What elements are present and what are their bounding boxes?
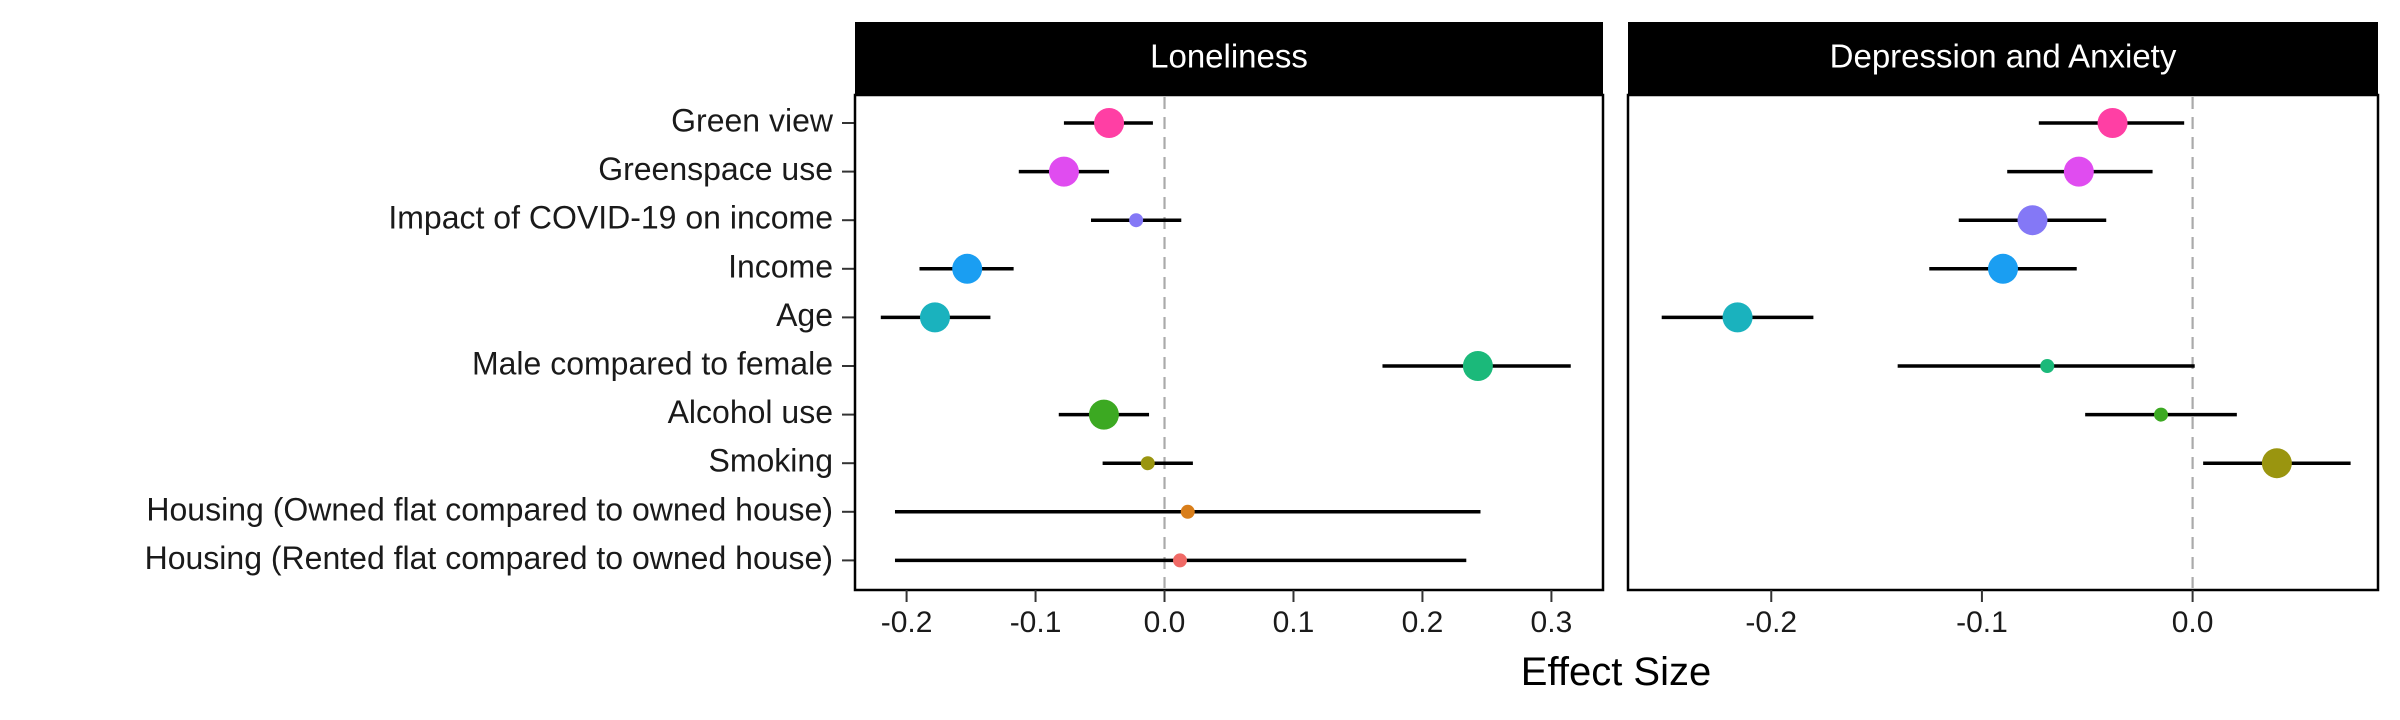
x-axis-label: Effect Size [1521,650,1711,694]
x-tick-label: 0.0 [1144,606,1186,639]
estimate-green-view [1063,108,1153,138]
panel-border [1626,93,2380,592]
panel-title: Depression and Anxiety [1830,38,2177,75]
panel-loneliness: Loneliness -0.2 -0.1 0.0 0.1 0.2 0.3 [853,22,1605,639]
x-tick-label: -0.1 [1010,606,1062,639]
point-estimate [2261,448,2292,479]
x-tick-label: 0.1 [1273,606,1315,639]
estimate-income [919,253,1014,284]
x-tick-label: -0.2 [881,606,933,639]
estimate-greenspace-use [1018,156,1110,187]
x-tick-label: -0.1 [1956,606,2008,639]
point-estimate [2017,205,2048,236]
y-tick-label-housing-owned-flat-compared-to-owned-house: Housing (Owned flat compared to owned ho… [146,491,833,527]
estimate-age [1661,302,1814,333]
point-estimate [1462,351,1493,381]
estimate-alcohol-use [1058,399,1150,430]
y-tick-label-housing-rented-flat-compared-to-owned-house: Housing (Rented flat compared to owned h… [145,540,833,576]
point-estimate [1722,302,1753,333]
point-estimate [1048,156,1079,187]
y-tick-label-greenspace-use: Greenspace use [598,151,833,187]
y-tick-label-smoking: Smoking [709,443,834,479]
point-estimate [1140,456,1155,471]
point-estimate [919,302,950,333]
x-tick-label: -0.2 [1745,606,1797,639]
estimate-income [1929,253,2077,284]
panel-title: Loneliness [1150,38,1308,75]
estimate-impact-of-covid-19-on-income [1091,213,1182,228]
panel-depression-and-anxiety: Depression and Anxiety -0.2 -0.1 0.0 [1626,22,2380,639]
point-estimate [1088,399,1119,430]
point-estimate [1129,213,1144,228]
estimate-greenspace-use [2007,156,2153,187]
y-axis-labels: Green view Greenspace use Impact of COVID-… [145,102,855,576]
facet-panels: Loneliness -0.2 -0.1 0.0 0.1 0.2 0.3 Depression… [853,22,2380,639]
y-tick-label-male-compared-to-female: Male compared to female [472,345,833,381]
point-estimate [2154,407,2169,422]
point-estimate [1094,108,1125,138]
x-tick-label: 0.0 [2172,606,2214,639]
estimate-male-compared-to-female [1382,351,1571,381]
x-tick-label: 0.2 [1402,606,1444,639]
point-estimate [1180,504,1195,519]
x-tick-label: 0.3 [1531,606,1573,639]
estimate-green-view [2038,108,2185,138]
y-tick-label-alcohol-use: Alcohol use [668,394,833,430]
estimate-impact-of-covid-19-on-income [1958,205,2107,236]
point-estimate [2040,359,2055,373]
point-estimate [2097,108,2128,138]
panel-strip [855,22,1603,94]
point-estimate [2063,156,2094,187]
panel-strip [1628,22,2378,94]
estimate-smoking [2203,448,2351,479]
estimate-smoking [1102,456,1193,471]
point-estimate [1172,553,1187,568]
y-tick-label-green-view: Green view [671,102,834,138]
y-tick-label-income: Income [728,248,833,284]
point-estimate [952,253,983,284]
estimate-age [880,302,991,333]
panel-border [853,93,1605,592]
estimate-housing-rented-flat-compared-to-owned-house [894,553,1467,568]
estimate-alcohol-use [2085,407,2237,422]
y-tick-label-age: Age [776,297,833,333]
estimate-housing-owned-flat-compared-to-owned-house [894,504,1481,519]
estimate-male-compared-to-female [1897,359,2195,373]
point-estimate [1988,253,2018,284]
y-tick-label-impact-of-covid-19-on-income: Impact of COVID-19 on income [388,200,833,236]
